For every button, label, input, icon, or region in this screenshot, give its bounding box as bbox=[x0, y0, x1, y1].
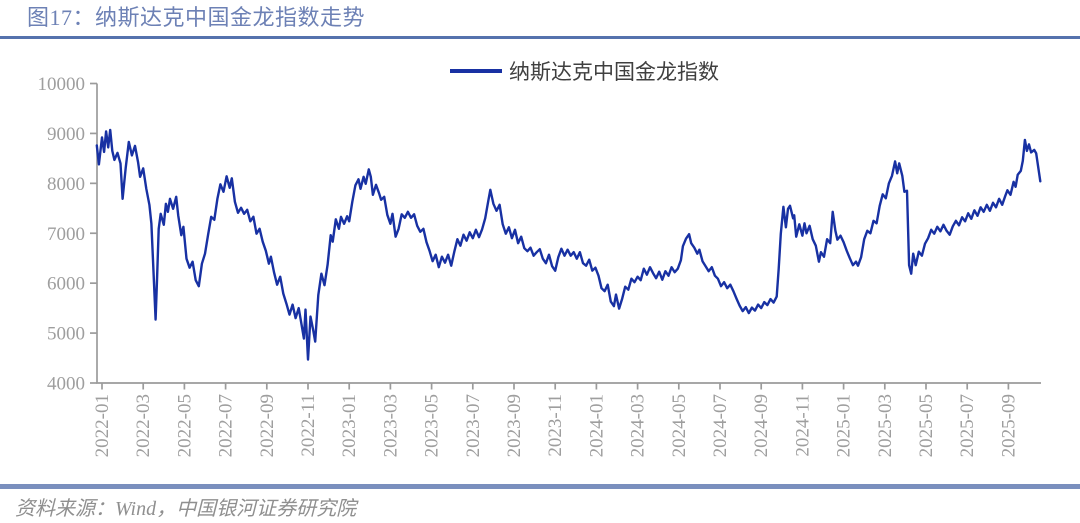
legend: 纳斯达克中国金龙指数 bbox=[450, 59, 719, 84]
x-axis-tick-label: 2022-01 bbox=[92, 394, 113, 457]
y-axis-tick-label: 8000 bbox=[47, 174, 85, 195]
axis-ticks-and-labels: 4000 5000 6000 7000 8000 9000 10000 2022-01 2022… bbox=[38, 74, 1020, 457]
axes bbox=[96, 83, 1041, 384]
x-axis-tick-label: 2024-01 bbox=[586, 394, 607, 457]
y-axis-tick-label: 6000 bbox=[47, 274, 85, 295]
x-axis-tick-label: 2024-05 bbox=[669, 394, 690, 457]
x-axis-tick-label: 2022-05 bbox=[174, 394, 195, 457]
legend-label: 纳斯达克中国金龙指数 bbox=[509, 60, 719, 84]
x-axis-tick-label: 2024-11 bbox=[792, 394, 813, 457]
source-note: 资料来源：Wind，中国银河证券研究院 bbox=[15, 498, 357, 520]
x-axis-tick-label: 2024-07 bbox=[710, 394, 731, 457]
x-axis-tick-label: 2023-03 bbox=[380, 394, 401, 457]
x-axis-tick-label: 2025-09 bbox=[998, 394, 1019, 457]
series-lines bbox=[95, 128, 1042, 361]
x-axis-tick-label: 2023-05 bbox=[422, 394, 443, 457]
x-axis-tick-label: 2023-09 bbox=[504, 394, 525, 457]
x-axis-tick-label: 2023-07 bbox=[463, 394, 484, 457]
x-axis-tick-label: 2023-11 bbox=[545, 394, 566, 457]
x-axis-tick-label: 2023-01 bbox=[339, 394, 360, 457]
x-axis-tick-label: 2025-01 bbox=[834, 394, 855, 457]
footer-divider bbox=[0, 484, 1080, 489]
x-axis-tick-label: 2025-05 bbox=[916, 394, 937, 457]
x-axis-tick-label: 2022-03 bbox=[133, 394, 154, 457]
x-axis-tick-label: 2025-03 bbox=[875, 394, 896, 457]
legend-line-sample bbox=[450, 69, 502, 73]
x-axis-tick-label: 2024-03 bbox=[628, 394, 649, 457]
series-line-golden-dragon bbox=[95, 128, 1042, 361]
y-axis-tick-label: 9000 bbox=[47, 124, 85, 145]
x-axis-tick-label: 2022-09 bbox=[257, 394, 278, 457]
x-axis-tick-label: 2024-09 bbox=[751, 394, 772, 457]
axis-spine bbox=[96, 83, 1041, 384]
y-axis-tick-label: 5000 bbox=[47, 324, 85, 345]
x-axis-tick-label: 2022-11 bbox=[298, 394, 319, 457]
y-axis-tick-label: 4000 bbox=[47, 374, 85, 395]
y-axis-tick-label: 10000 bbox=[38, 74, 86, 95]
figure-title: 图17：纳斯达克中国金龙指数走势 bbox=[27, 5, 366, 30]
title-divider bbox=[0, 36, 1080, 39]
x-axis-tick-label: 2025-07 bbox=[957, 394, 978, 457]
y-axis-tick-label: 7000 bbox=[47, 224, 85, 245]
x-axis-tick-label: 2022-07 bbox=[216, 394, 237, 457]
